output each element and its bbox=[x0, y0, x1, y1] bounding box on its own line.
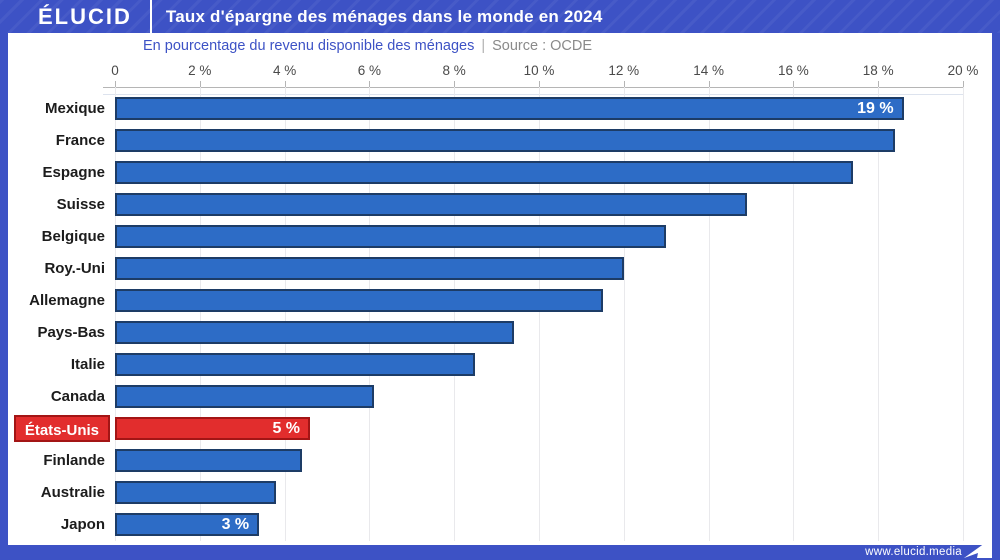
gridline bbox=[539, 87, 540, 541]
x-tick-mark bbox=[623, 81, 625, 87]
chart-row: France bbox=[0, 129, 1000, 152]
bar bbox=[115, 385, 374, 408]
gridline bbox=[963, 87, 964, 541]
chart-row: Roy.-Uni bbox=[0, 257, 1000, 280]
x-tick-label: 4 % bbox=[272, 63, 297, 78]
page-title: Taux d'épargne des ménages dans le monde… bbox=[165, 6, 603, 26]
x-axis-subline bbox=[103, 94, 963, 95]
category-label: Australie bbox=[40, 484, 105, 501]
gridline bbox=[793, 87, 795, 541]
x-tick-mark bbox=[454, 81, 456, 87]
bar bbox=[115, 257, 624, 280]
category-label: France bbox=[55, 132, 105, 149]
bar bbox=[115, 225, 667, 248]
bar bbox=[115, 449, 302, 472]
header-divider bbox=[149, 0, 152, 33]
bar bbox=[115, 193, 747, 216]
bar: 19 % bbox=[115, 97, 904, 120]
gridline bbox=[199, 87, 201, 541]
x-tick-label: 0 bbox=[111, 63, 119, 78]
x-tick-mark bbox=[369, 81, 371, 87]
chart-row: Finlande bbox=[0, 449, 1000, 472]
chart-row: Mexique 19 % bbox=[0, 97, 1000, 120]
x-tick-mark bbox=[963, 81, 964, 87]
bar: 3 % bbox=[115, 513, 260, 536]
x-tick-label: 16 % bbox=[778, 63, 809, 78]
bar-value-label: 19 % bbox=[857, 99, 894, 117]
x-tick-mark bbox=[793, 81, 795, 87]
gridline bbox=[708, 87, 710, 541]
category-label: Allemagne bbox=[29, 292, 105, 309]
elucid-logo: ÉLUCID bbox=[38, 4, 132, 29]
category-label: Canada bbox=[50, 388, 105, 405]
bar bbox=[115, 129, 896, 152]
chart-row: Suisse bbox=[0, 193, 1000, 216]
gridline bbox=[454, 87, 456, 541]
bar bbox=[115, 161, 853, 184]
gridline bbox=[115, 87, 116, 541]
x-tick-mark bbox=[199, 81, 201, 87]
gridline bbox=[369, 87, 371, 541]
x-axis-line bbox=[103, 87, 963, 88]
x-tick-mark bbox=[878, 81, 880, 87]
x-tick-mark bbox=[284, 81, 286, 87]
elucid-arrow-icon bbox=[964, 538, 992, 558]
chart-row: Allemagne bbox=[0, 289, 1000, 312]
x-tick-label: 18 % bbox=[862, 63, 894, 78]
category-label: Espagne bbox=[42, 164, 105, 181]
x-tick-label: 20 % bbox=[947, 63, 979, 78]
gridline bbox=[878, 87, 880, 541]
source-label: Source : OCDE bbox=[492, 38, 593, 54]
gridline bbox=[623, 87, 625, 541]
bar-value-label: 5 % bbox=[272, 419, 301, 437]
subtitle-text: En pourcentage du revenu disponible des … bbox=[143, 38, 475, 54]
chart-row: Espagne bbox=[0, 161, 1000, 184]
chart-row: Australie bbox=[0, 481, 1000, 504]
x-tick-mark bbox=[539, 81, 540, 87]
chart-row: Canada bbox=[0, 385, 1000, 408]
x-tick-mark bbox=[708, 81, 710, 87]
chart-row: Italie bbox=[0, 353, 1000, 376]
x-tick-label: 6 % bbox=[357, 63, 382, 78]
x-tick-label: 12 % bbox=[608, 63, 640, 78]
category-label: Pays-Bas bbox=[37, 324, 105, 341]
chart-row: Belgique bbox=[0, 225, 1000, 248]
x-tick-label: 14 % bbox=[693, 63, 724, 78]
bar: 5 % bbox=[115, 417, 311, 440]
x-tick-mark bbox=[115, 81, 116, 87]
gridline bbox=[284, 87, 286, 541]
category-label: Mexique bbox=[44, 100, 105, 117]
left-border bbox=[0, 0, 8, 560]
header-bar: ÉLUCID Taux d'épargne des ménages dans l… bbox=[0, 0, 1000, 33]
bar bbox=[115, 321, 514, 344]
bar bbox=[115, 289, 603, 312]
category-label: Belgique bbox=[41, 228, 105, 245]
x-tick-label: 10 % bbox=[523, 63, 555, 78]
category-label: Finlande bbox=[43, 452, 105, 469]
bar-value-label: 3 % bbox=[221, 515, 250, 533]
category-label: Italie bbox=[70, 356, 105, 373]
footer-bar: www.elucid.media bbox=[0, 545, 1000, 560]
bar bbox=[115, 353, 476, 376]
category-label: États-Unis bbox=[13, 415, 110, 442]
chart-row: Japon 3 % bbox=[0, 513, 1000, 536]
subtitle-divider: | bbox=[481, 38, 486, 54]
website-url: www.elucid.media bbox=[865, 546, 962, 558]
category-label: Roy.-Uni bbox=[44, 260, 105, 277]
bar bbox=[115, 481, 277, 504]
category-label: Suisse bbox=[56, 196, 105, 213]
chart-subtitle: En pourcentage du revenu disponible des … bbox=[143, 33, 592, 60]
category-label: Japon bbox=[60, 516, 105, 533]
x-tick-label: 2 % bbox=[188, 63, 212, 78]
x-tick-label: 8 % bbox=[442, 63, 466, 78]
right-border bbox=[992, 0, 1000, 560]
chart-row: États-Unis 5 % bbox=[0, 415, 1000, 442]
chart-row: Pays-Bas bbox=[0, 321, 1000, 344]
